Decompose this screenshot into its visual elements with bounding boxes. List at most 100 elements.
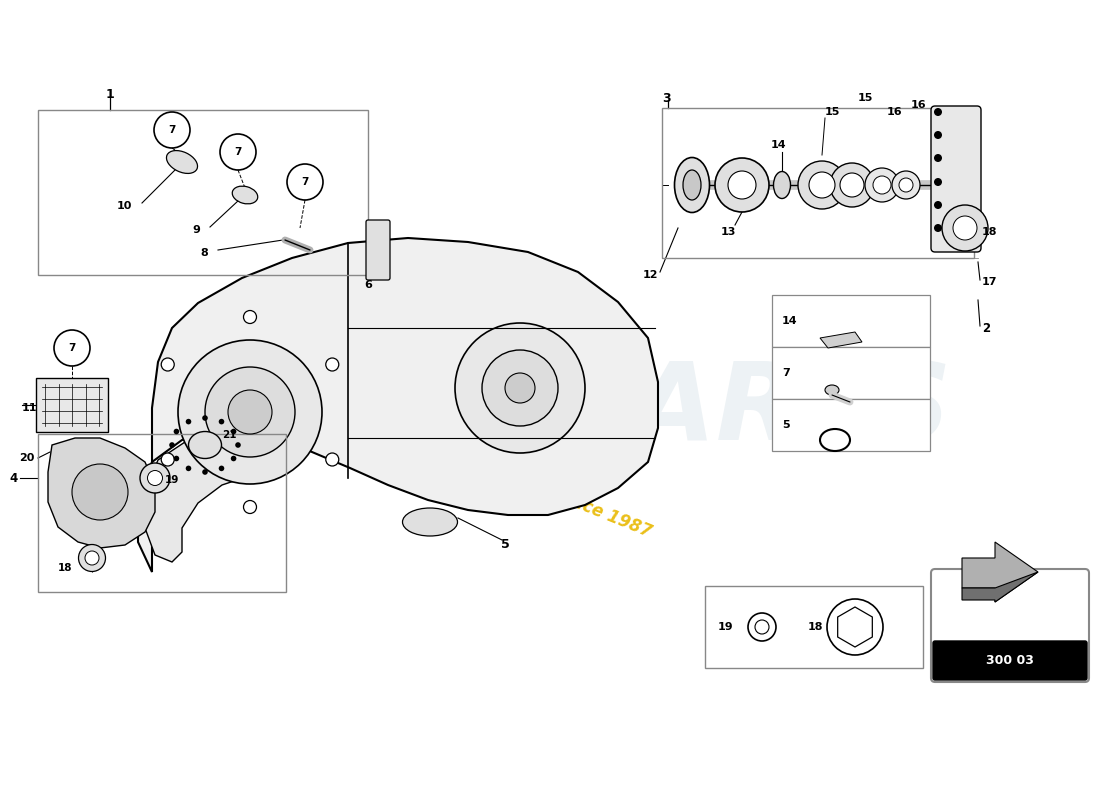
Text: 5: 5	[500, 538, 509, 551]
Text: 300 03: 300 03	[986, 654, 1034, 667]
Bar	[39, 434, 286, 592]
Circle shape	[934, 201, 942, 209]
Ellipse shape	[147, 470, 163, 486]
Circle shape	[243, 310, 256, 323]
Text: 14: 14	[770, 140, 785, 150]
Text: 7: 7	[301, 177, 309, 187]
Text: 21: 21	[222, 430, 236, 440]
Circle shape	[202, 469, 208, 475]
Ellipse shape	[403, 508, 458, 536]
Polygon shape	[962, 572, 1038, 602]
Circle shape	[186, 419, 191, 425]
Ellipse shape	[825, 385, 839, 395]
Circle shape	[942, 205, 988, 251]
Circle shape	[219, 419, 224, 425]
Circle shape	[326, 358, 339, 371]
Text: 20: 20	[20, 453, 35, 463]
Text: 1: 1	[106, 89, 114, 102]
Circle shape	[892, 171, 920, 199]
Text: 16: 16	[910, 100, 926, 110]
Text: 10: 10	[117, 201, 132, 211]
Text: 8: 8	[200, 248, 208, 258]
Text: 7: 7	[68, 343, 76, 353]
Polygon shape	[145, 430, 278, 562]
Ellipse shape	[166, 150, 198, 174]
Text: 19: 19	[165, 475, 179, 485]
Circle shape	[186, 466, 191, 471]
Circle shape	[162, 358, 174, 371]
Circle shape	[934, 154, 942, 162]
Bar	[662, 108, 974, 258]
Circle shape	[228, 390, 272, 434]
Text: 14: 14	[782, 316, 797, 326]
Text: 18: 18	[808, 622, 824, 632]
Text: 13: 13	[720, 227, 736, 237]
Text: 7: 7	[168, 125, 176, 135]
Circle shape	[830, 163, 874, 207]
Text: 12: 12	[642, 270, 658, 280]
Text: 7: 7	[782, 368, 790, 378]
Ellipse shape	[140, 463, 170, 493]
Ellipse shape	[773, 171, 791, 198]
Circle shape	[808, 172, 835, 198]
Circle shape	[728, 171, 756, 199]
Circle shape	[169, 442, 175, 448]
Text: 11: 11	[22, 403, 37, 413]
Polygon shape	[962, 542, 1038, 602]
Circle shape	[174, 429, 179, 434]
Circle shape	[72, 464, 128, 520]
Bar	[772, 347, 930, 399]
Ellipse shape	[232, 186, 257, 204]
Circle shape	[174, 456, 179, 462]
Polygon shape	[48, 438, 155, 548]
Text: 15: 15	[824, 107, 839, 117]
Text: 16: 16	[888, 107, 903, 117]
FancyBboxPatch shape	[931, 569, 1089, 682]
Polygon shape	[820, 332, 862, 348]
Circle shape	[231, 429, 236, 434]
Bar	[772, 295, 930, 347]
Text: 15: 15	[857, 93, 872, 103]
Circle shape	[178, 340, 322, 484]
Text: 3: 3	[662, 91, 671, 105]
Circle shape	[202, 415, 208, 421]
Circle shape	[505, 373, 535, 403]
Text: 17: 17	[982, 277, 998, 287]
Text: 18: 18	[57, 563, 72, 573]
Circle shape	[715, 158, 769, 212]
Circle shape	[798, 161, 846, 209]
Text: a passion for parts since 1987: a passion for parts since 1987	[385, 418, 654, 542]
FancyBboxPatch shape	[931, 106, 981, 252]
Bar	[772, 399, 930, 451]
Ellipse shape	[188, 431, 221, 458]
Text: EUROSPARES: EUROSPARES	[147, 357, 953, 463]
Bar	[39, 110, 369, 275]
Text: 5: 5	[782, 420, 790, 430]
Circle shape	[865, 168, 899, 202]
Circle shape	[455, 323, 585, 453]
Text: 9: 9	[192, 225, 200, 235]
Circle shape	[235, 442, 241, 448]
Text: 2: 2	[982, 322, 990, 334]
Circle shape	[934, 131, 942, 139]
Polygon shape	[138, 238, 658, 572]
Circle shape	[934, 178, 942, 186]
Circle shape	[482, 350, 558, 426]
Circle shape	[934, 224, 942, 232]
Circle shape	[326, 453, 339, 466]
Text: 18: 18	[982, 227, 998, 237]
Circle shape	[934, 108, 942, 116]
Text: 6: 6	[364, 280, 372, 290]
Text: 4: 4	[10, 471, 18, 485]
Circle shape	[953, 216, 977, 240]
Ellipse shape	[683, 170, 701, 200]
FancyBboxPatch shape	[933, 641, 1087, 680]
FancyBboxPatch shape	[366, 220, 390, 280]
Circle shape	[231, 456, 236, 462]
Circle shape	[873, 176, 891, 194]
Ellipse shape	[674, 158, 710, 213]
Circle shape	[243, 501, 256, 514]
Circle shape	[219, 466, 224, 471]
Text: 19: 19	[718, 622, 734, 632]
Circle shape	[162, 453, 174, 466]
